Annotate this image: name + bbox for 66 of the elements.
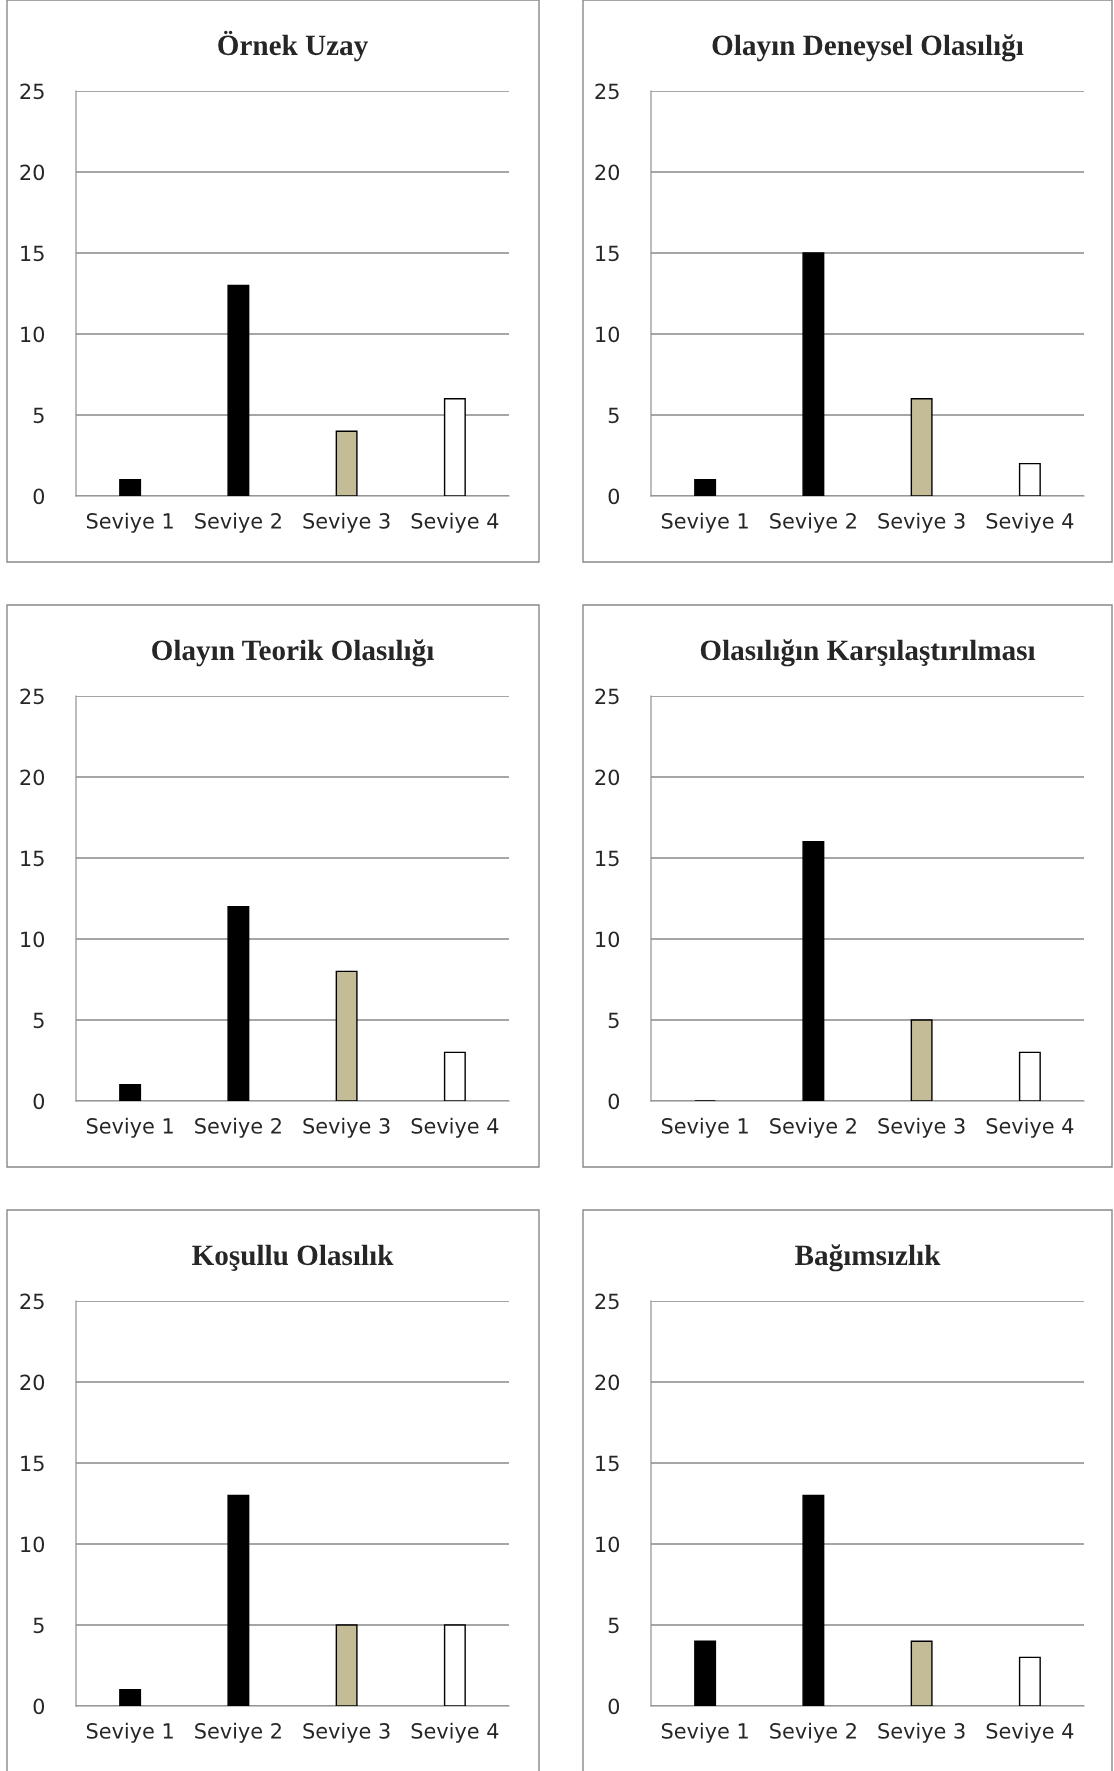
chart-title: Koşullu Olasılık <box>192 1244 394 1271</box>
x-tick-label: Seviye 4 <box>411 1117 499 1138</box>
x-tick-label: Seviye 4 <box>411 512 499 533</box>
x-tick-label: Seviye 4 <box>986 512 1074 533</box>
x-tick-label: Seviye 3 <box>878 1117 965 1138</box>
x-tick-label: Seviye 2 <box>770 1722 856 1743</box>
x-tick-label: Seviye 3 <box>303 512 390 533</box>
y-tick-label: 0 <box>33 488 45 505</box>
y-tick-label: 5 <box>33 1617 44 1634</box>
y-tick-label: 10 <box>21 1536 45 1553</box>
x-tick-label: Seviye 2 <box>195 512 281 533</box>
x-tick-label: Seviye 1 <box>661 512 748 533</box>
y-tick-label: 25 <box>595 83 619 100</box>
y-tick-label: 5 <box>33 1012 44 1029</box>
y-tick-label: 0 <box>608 488 620 505</box>
y-tick-label: 25 <box>595 688 619 705</box>
x-tick-label: Seviye 2 <box>195 1722 281 1743</box>
y-tick-label: 5 <box>608 1617 619 1634</box>
x-tick-label: Seviye 2 <box>770 1117 856 1138</box>
y-tick-label: 20 <box>20 164 45 181</box>
y-tick-label: 25 <box>20 83 44 100</box>
chart-title: Olasılığın Karşılaştırılması <box>700 639 1036 667</box>
y-tick-label: 25 <box>20 688 44 705</box>
x-tick-label: Seviye 2 <box>770 512 856 533</box>
y-tick-label: 20 <box>595 1374 620 1391</box>
y-tick-label: 15 <box>596 1455 619 1472</box>
x-tick-label: Seviye 3 <box>303 1117 390 1138</box>
y-tick-label: 25 <box>20 1293 44 1310</box>
x-tick-label: Seviye 1 <box>86 1117 173 1138</box>
x-tick-label: Seviye 1 <box>86 512 173 533</box>
y-tick-label: 15 <box>596 245 619 262</box>
x-tick-label: Seviye 4 <box>986 1722 1074 1743</box>
y-tick-label: 20 <box>20 769 45 786</box>
y-tick-label: 25 <box>595 1293 619 1310</box>
x-tick-label: Seviye 3 <box>303 1722 390 1743</box>
y-tick-label: 10 <box>596 931 620 948</box>
y-tick-label: 5 <box>608 1012 619 1029</box>
y-tick-label: 10 <box>596 326 620 343</box>
x-tick-label: Seviye 4 <box>411 1722 499 1743</box>
y-tick-label: 0 <box>608 1093 620 1110</box>
x-tick-label: Seviye 1 <box>661 1117 748 1138</box>
y-tick-label: 0 <box>33 1093 45 1110</box>
y-tick-label: 0 <box>33 1698 45 1715</box>
y-tick-label: 5 <box>608 407 619 424</box>
y-tick-label: 10 <box>21 931 45 948</box>
y-tick-label: 15 <box>21 1455 44 1472</box>
x-tick-label: Seviye 3 <box>878 512 965 533</box>
y-tick-label: 15 <box>21 245 44 262</box>
y-tick-label: 5 <box>33 407 44 424</box>
chart-title: Olayın Deneysel Olasılığı <box>712 34 1024 62</box>
chart-title: Olayın Teorik Olasılığı <box>152 639 434 667</box>
x-tick-label: Seviye 2 <box>195 1117 281 1138</box>
x-tick-label: Seviye 4 <box>986 1117 1074 1138</box>
y-tick-label: 0 <box>608 1698 620 1715</box>
y-tick-label: 15 <box>596 850 619 867</box>
y-tick-label: 20 <box>595 769 620 786</box>
x-tick-label: Seviye 1 <box>86 1722 173 1743</box>
x-tick-label: Seviye 1 <box>661 1722 748 1743</box>
y-tick-label: 10 <box>21 326 45 343</box>
chart-title: Bağımsızlık <box>795 1244 941 1272</box>
y-tick-label: 10 <box>596 1536 620 1553</box>
y-tick-label: 20 <box>595 164 620 181</box>
y-tick-label: 15 <box>21 850 44 867</box>
y-tick-label: 20 <box>20 1374 45 1391</box>
x-tick-label: Seviye 3 <box>878 1722 965 1743</box>
chart-title: Örnek Uzay <box>218 30 368 62</box>
